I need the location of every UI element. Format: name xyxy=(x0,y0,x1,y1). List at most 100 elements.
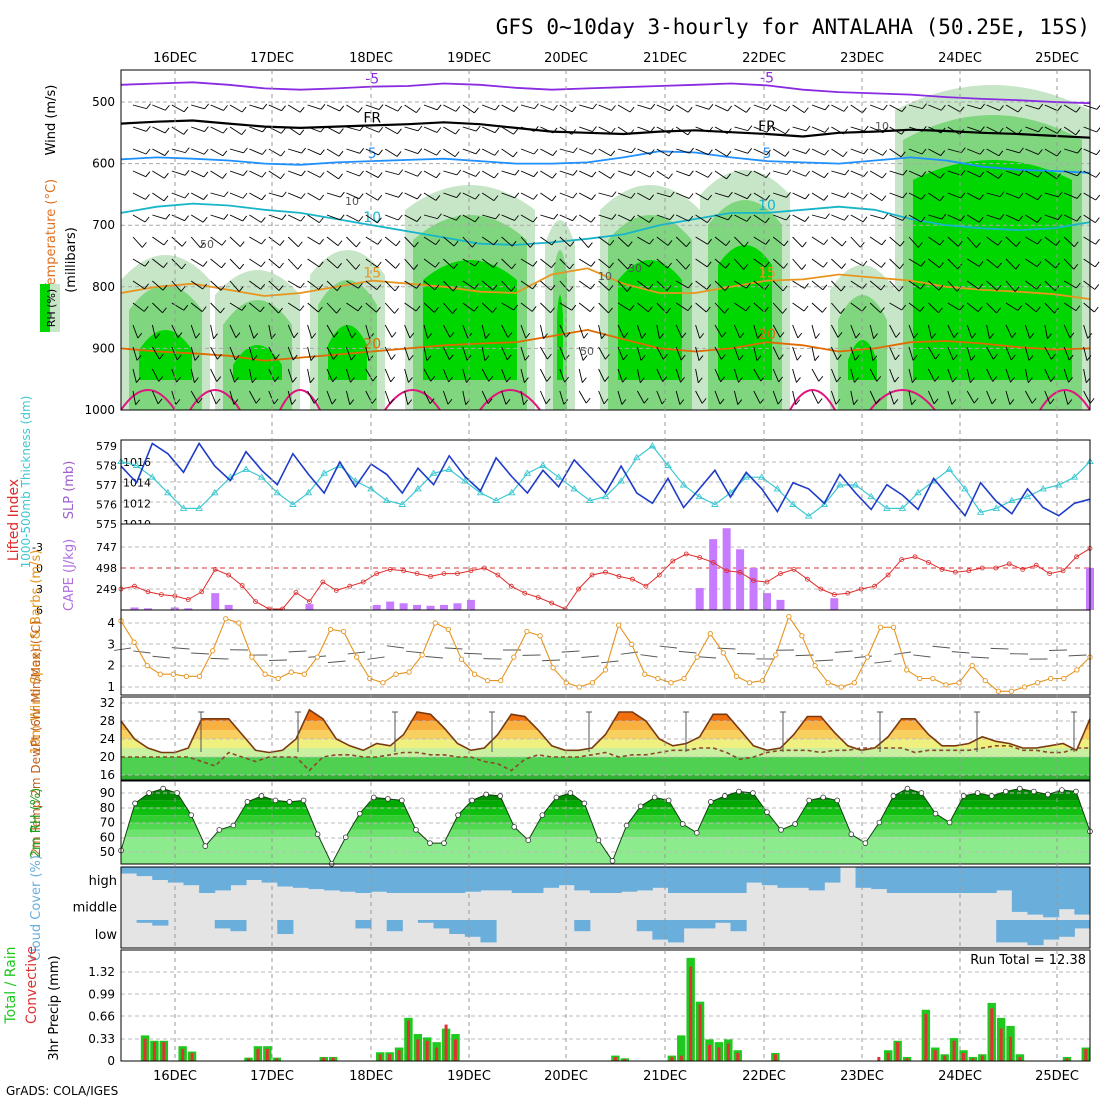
wind-barb xyxy=(908,170,922,178)
wind-barb xyxy=(617,126,630,136)
wind-barb-flag xyxy=(862,260,868,267)
wind-barb-flag xyxy=(222,173,227,179)
wind-barb-flag xyxy=(255,397,261,404)
wind-barb xyxy=(365,104,380,110)
rh-point xyxy=(1002,788,1009,795)
wind-barb xyxy=(210,236,223,246)
wind-barb xyxy=(579,170,593,178)
wind-speed-point xyxy=(602,667,609,673)
wind-barb xyxy=(423,236,436,246)
wind-barb-flag xyxy=(145,148,151,155)
wind-speed-point xyxy=(550,665,556,671)
wind-barb-flag xyxy=(378,104,384,110)
wind-barb-flag xyxy=(319,238,324,245)
wind-barb-flag xyxy=(337,240,343,246)
wind-barb xyxy=(171,192,186,199)
wind-speed-point xyxy=(484,677,491,684)
thickness-point xyxy=(367,485,375,492)
wind-barb-flag xyxy=(474,283,479,289)
wind-barb xyxy=(947,214,961,222)
wind-barb xyxy=(288,148,302,154)
wind-barb-flag xyxy=(358,282,363,289)
wind-barb xyxy=(268,280,280,291)
wind-barb-flag xyxy=(180,286,186,292)
wind-barb-flag xyxy=(726,173,731,180)
wind-barb xyxy=(753,302,765,313)
wind-barb xyxy=(1005,346,1012,361)
wind-barb-flag xyxy=(494,104,500,111)
wind-barb xyxy=(675,390,681,405)
wind-barb xyxy=(326,280,338,292)
wind-barb-flag xyxy=(938,284,944,291)
wind-barb-flag xyxy=(395,263,400,269)
surface-wind-barb xyxy=(678,650,697,654)
wind-barb xyxy=(171,126,184,135)
wind-barb xyxy=(249,258,262,268)
rh-point xyxy=(483,791,489,798)
wind-barb xyxy=(734,214,748,222)
wind-barb xyxy=(889,346,896,360)
cloud-bar xyxy=(1058,867,1075,893)
wind-barb-flag xyxy=(506,354,512,361)
wind-barb-flag xyxy=(631,147,636,154)
cloud-bar xyxy=(668,867,685,893)
cloud-bar xyxy=(167,867,185,883)
wind-speed-point xyxy=(498,677,504,684)
wind-barb-flag xyxy=(743,241,749,248)
wind-speed-point xyxy=(1061,675,1067,682)
precip-convective-bar xyxy=(256,1048,260,1061)
wind-barb xyxy=(249,280,261,290)
wind-barb-flag xyxy=(195,332,201,339)
wind-barb xyxy=(540,192,553,202)
wind-barb-flag xyxy=(765,217,770,224)
wind-barb-flag xyxy=(164,172,169,179)
lifted-index-point xyxy=(226,572,232,578)
lifted-index-point xyxy=(549,600,555,606)
precip-convective-bar xyxy=(999,1028,1003,1061)
surface-wind-barb xyxy=(191,652,210,655)
wind-barb xyxy=(501,258,512,270)
wind-barb-flag xyxy=(921,171,927,177)
date-label-top: 22DEC xyxy=(742,51,786,66)
wind-barb xyxy=(443,170,457,176)
rh-point xyxy=(806,797,812,804)
wind-barb-flag xyxy=(649,171,655,178)
wind-barb-flag xyxy=(435,172,441,179)
wind-barb xyxy=(1044,302,1055,314)
rh-point xyxy=(455,812,461,818)
wind-barb-flag xyxy=(622,354,628,361)
surface-wind-barb xyxy=(659,645,678,649)
wind-barb xyxy=(249,390,257,404)
cloud-bar xyxy=(402,867,419,893)
wind-barb-flag xyxy=(426,355,432,361)
wind-barb-flag xyxy=(494,150,500,156)
wind-barb xyxy=(365,324,371,339)
wind-barb xyxy=(1044,258,1056,269)
wind-barb-flag xyxy=(475,171,481,177)
cloud-bar xyxy=(808,867,825,891)
wind-barb-flag xyxy=(376,306,381,313)
wind-barb xyxy=(869,390,877,404)
wind-speed-point xyxy=(236,620,242,626)
precip-convective-bar xyxy=(190,1052,194,1061)
wind-speed-point xyxy=(1008,688,1015,694)
date-label-bottom: 17DEC xyxy=(250,1069,294,1084)
wind-barb xyxy=(462,214,476,223)
wind-barb-flag xyxy=(697,377,703,384)
cloud-bar xyxy=(292,867,310,888)
wind-barb-flag xyxy=(836,354,842,360)
wind-barb-flag xyxy=(627,263,633,270)
wind-barb xyxy=(869,302,881,313)
wind-barb-flag xyxy=(183,106,189,113)
wind-barb-flag xyxy=(359,148,365,154)
wind-barb-flag xyxy=(300,193,306,199)
wind-barb-flag xyxy=(919,306,925,312)
wind-barb xyxy=(870,104,884,111)
wind-barb xyxy=(637,126,651,133)
wind-barb-flag xyxy=(492,307,497,313)
ylabel-temperature: Temperature (°C) xyxy=(44,179,59,292)
wind-speed-point xyxy=(275,675,281,682)
wind-barb xyxy=(1083,280,1096,290)
wind-barb-flag xyxy=(278,285,284,291)
wind-barb-flag xyxy=(679,399,685,405)
